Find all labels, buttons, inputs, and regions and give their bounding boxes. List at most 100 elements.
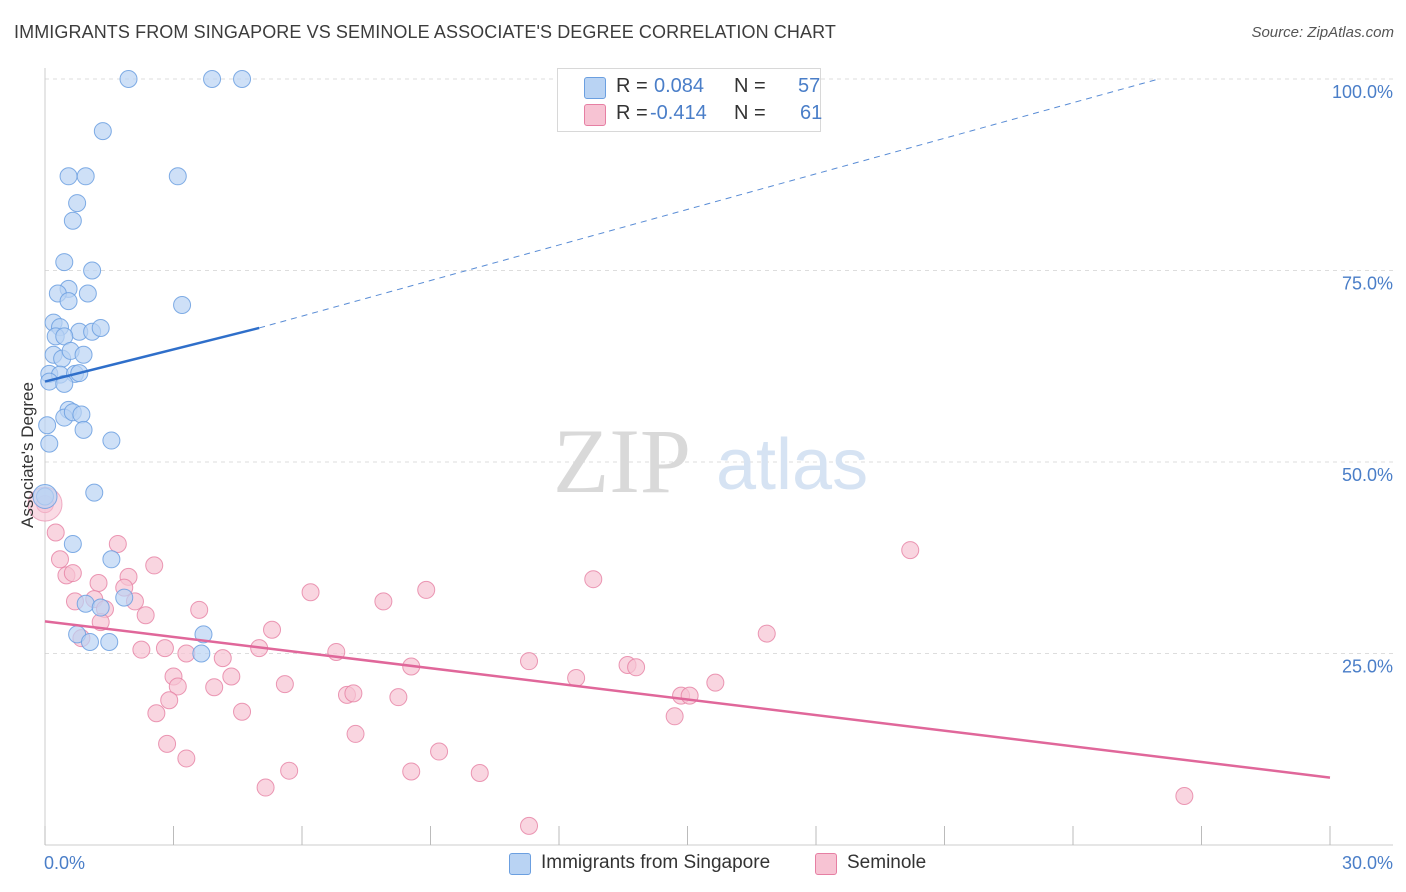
seminole-point — [89, 574, 108, 593]
singapore-point — [173, 295, 192, 314]
seminole-point — [430, 742, 449, 761]
singapore-trend-line — [44, 326, 260, 383]
seminole-point — [470, 763, 489, 782]
legend-n-value: 61 — [800, 102, 823, 124]
seminole-point — [280, 761, 299, 780]
seminole-point — [168, 677, 187, 696]
legend-n-label: N = — [734, 102, 766, 124]
stats-legend: R = 0.084 N = 57 R = -0.414 N = 61 — [557, 68, 823, 132]
seminole-point — [1175, 786, 1194, 805]
axes — [44, 68, 1393, 846]
seminole-point — [374, 592, 393, 611]
singapore-point — [168, 167, 187, 186]
legend-r-label: R = — [616, 75, 648, 97]
seminole-point — [155, 639, 174, 658]
trend-lines — [44, 78, 1331, 779]
singapore-point — [76, 167, 95, 186]
legend-r-value: -0.414 — [650, 102, 707, 124]
singapore-point — [40, 434, 59, 453]
singapore-point — [100, 633, 119, 652]
singapore-point — [78, 284, 97, 303]
legend-swatch-seminole — [584, 104, 606, 126]
bottom-legend-label: Immigrants from Singapore — [541, 852, 771, 873]
watermark-zip: ZIP — [553, 410, 691, 512]
source-label: Source: ZipAtlas.com — [1251, 24, 1394, 41]
seminole-point — [132, 640, 151, 659]
bottom-legend-swatch-seminole — [815, 853, 837, 875]
seminole-point — [627, 658, 646, 677]
seminole-point — [301, 583, 320, 602]
singapore-point — [72, 405, 91, 424]
seminole-point — [706, 673, 725, 692]
watermark-atlas: atlas — [716, 425, 868, 505]
seminole-point — [256, 778, 275, 797]
watermark: ZIP atlas — [553, 410, 868, 512]
seminole-point — [46, 523, 65, 542]
seminole-point — [346, 724, 365, 743]
seminole-point — [222, 667, 241, 686]
seminole-point — [901, 541, 920, 560]
legend-r-label: R = — [616, 102, 648, 124]
singapore-point — [59, 292, 78, 311]
seminole-point — [108, 534, 127, 553]
seminole-point — [233, 702, 252, 721]
seminole-point — [136, 606, 155, 625]
seminole-point — [160, 691, 179, 710]
legend-r-value: 0.084 — [654, 75, 705, 97]
seminole-trend-line — [44, 620, 1331, 779]
axis-labels: 100.0% 75.0% 50.0% 25.0% 0.0% 30.0% — [44, 82, 1393, 873]
y-tick-label: 25.0% — [1342, 657, 1393, 677]
singapore-point — [74, 420, 93, 439]
seminole-point — [190, 600, 209, 619]
singapore-point — [102, 431, 121, 450]
chart-title: IMMIGRANTS FROM SINGAPORE VS SEMINOLE AS… — [14, 22, 836, 42]
singapore-point — [93, 122, 112, 141]
x-tick-label: 30.0% — [1342, 853, 1393, 873]
singapore-points — [32, 70, 252, 663]
legend-swatch-singapore — [584, 77, 606, 99]
singapore-point — [68, 194, 87, 213]
seminole-point — [757, 624, 776, 643]
singapore-point — [63, 211, 82, 230]
y-tick-label: 100.0% — [1332, 82, 1393, 102]
y-axis-title: Associate's Degree — [18, 382, 37, 528]
singapore-point — [80, 633, 99, 652]
seminole-point — [213, 649, 232, 668]
seminole-point — [147, 704, 166, 723]
singapore-point — [85, 483, 104, 502]
singapore-point — [115, 588, 134, 607]
singapore-point — [91, 318, 110, 337]
seminole-point — [344, 684, 363, 703]
bottom-legend-swatch-singapore — [509, 853, 531, 875]
seminole-point — [263, 620, 282, 639]
y-tick-label: 75.0% — [1342, 274, 1393, 294]
singapore-point — [59, 167, 78, 186]
x-tick-label: 0.0% — [44, 853, 85, 873]
singapore-point — [192, 644, 211, 663]
seminole-point — [665, 707, 684, 726]
singapore-point — [74, 345, 93, 364]
singapore-trend-dashed — [259, 78, 1159, 329]
seminole-points — [27, 486, 1194, 835]
seminole-point — [520, 652, 539, 671]
legend-n-value: 57 — [798, 75, 821, 97]
singapore-point — [194, 625, 213, 644]
seminole-point — [275, 675, 294, 694]
singapore-point — [233, 70, 252, 88]
singapore-point — [55, 253, 74, 272]
seminole-point — [63, 564, 82, 583]
singapore-point-large — [32, 483, 58, 509]
seminole-point — [205, 678, 224, 697]
singapore-point — [203, 70, 222, 88]
seminole-point — [177, 644, 196, 663]
legend-n-label: N = — [734, 75, 766, 97]
seminole-point — [402, 762, 421, 781]
seminole-point — [177, 749, 196, 768]
seminole-point — [389, 688, 408, 707]
singapore-point — [55, 374, 74, 393]
singapore-point — [83, 261, 102, 280]
seminole-point — [50, 550, 69, 569]
gridlines — [45, 78, 1393, 654]
bottom-legend-label: Seminole — [847, 852, 927, 873]
singapore-point — [119, 70, 138, 88]
